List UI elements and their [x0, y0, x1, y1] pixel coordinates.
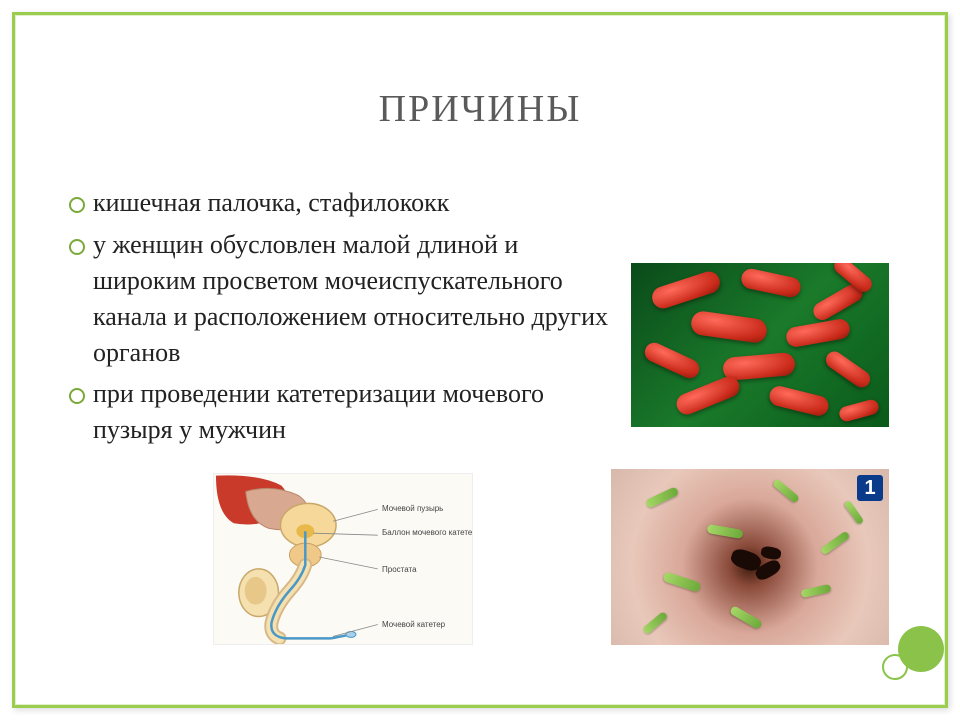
image-bacteria-tissue: 1 [611, 469, 889, 645]
bullet-list-container: кишечная палочка, стафилококк у женщин о… [63, 185, 623, 454]
anatomy-label-catheter: Мочевой катетер [382, 620, 445, 629]
decorative-circles [884, 620, 944, 680]
bullet-list: кишечная палочка, стафилококк у женщин о… [63, 185, 623, 448]
anatomy-label-bladder: Мочевой пузырь [382, 504, 443, 513]
anatomy-label-prostate: Простата [382, 565, 417, 574]
bullet-item: при проведении катетеризации мочевого пу… [63, 376, 623, 448]
bullet-item: у женщин обусловлен малой длиной и широк… [63, 227, 623, 371]
deco-circle-outline [882, 654, 908, 680]
image-catheter-anatomy: Мочевой пузырь Баллон мочевого катетера … [213, 473, 473, 645]
slide-title: ПРИЧИНЫ [15, 87, 945, 131]
slide-frame: ПРИЧИНЫ кишечная палочка, стафилококк у … [12, 12, 948, 708]
image-ecoli-microscopy [631, 263, 889, 427]
tv-channel-logo: 1 [857, 475, 883, 501]
bullet-item: кишечная палочка, стафилококк [63, 185, 623, 221]
anatomy-label-balloon: Баллон мочевого катетера [382, 528, 473, 537]
